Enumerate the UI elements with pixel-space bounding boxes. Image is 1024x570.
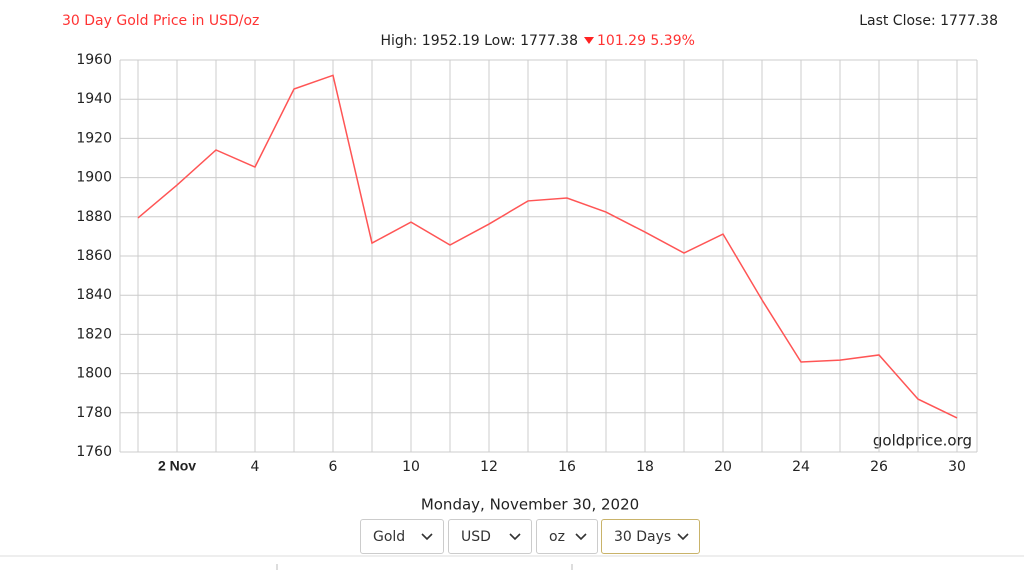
y-tick-label: 1840 bbox=[76, 287, 112, 303]
x-tick-label: 4 bbox=[251, 459, 260, 475]
x-tick-label: 26 bbox=[870, 459, 888, 475]
high-low: High: 1952.19 Low: 1777.38 bbox=[380, 33, 578, 49]
chevron bbox=[509, 532, 521, 540]
x-tick-label: 12 bbox=[480, 459, 498, 475]
metal-label: Gold bbox=[373, 528, 406, 545]
period-select[interactable]: 30 Days bbox=[601, 519, 700, 554]
period-label: 30 Days bbox=[614, 528, 672, 545]
y-tick-label: 1940 bbox=[76, 91, 112, 107]
x-tick-label: 20 bbox=[714, 459, 732, 475]
y-tick-label: 1820 bbox=[76, 326, 112, 342]
x-tick-label: 10 bbox=[402, 459, 420, 475]
y-tick-label: 1880 bbox=[76, 209, 112, 225]
x-tick-label: 18 bbox=[636, 459, 654, 475]
currency-select[interactable]: USD bbox=[448, 519, 532, 554]
unit-select[interactable]: oz bbox=[536, 519, 598, 554]
chevron bbox=[677, 532, 689, 540]
y-tick-label: 1900 bbox=[76, 170, 112, 186]
date: Monday, November 30, 2020 bbox=[421, 496, 639, 514]
chart-title: 30 Day Gold Price in USD/oz bbox=[62, 13, 259, 29]
y-tick-label: 1760 bbox=[76, 444, 112, 460]
metal-select[interactable]: Gold bbox=[360, 519, 444, 554]
watermark: goldprice.org bbox=[873, 432, 972, 450]
y-tick-label: 1960 bbox=[76, 52, 112, 68]
x-tick-label: 6 bbox=[329, 459, 338, 475]
unit-label: oz bbox=[549, 528, 565, 545]
x-tick-label: 2 Nov bbox=[158, 458, 196, 474]
chevron bbox=[421, 532, 433, 540]
down-arrow bbox=[584, 37, 594, 44]
currency-label: USD bbox=[461, 528, 491, 545]
price-line bbox=[137, 74, 958, 419]
y-tick-label: 1800 bbox=[76, 366, 112, 382]
y-tick-label: 1920 bbox=[76, 130, 112, 146]
y-tick-label: 1860 bbox=[76, 248, 112, 264]
last-close: Last Close: 1777.38 bbox=[859, 13, 998, 29]
y-tick-label: 1780 bbox=[76, 405, 112, 421]
chevron bbox=[575, 532, 587, 540]
x-tick-label: 30 bbox=[948, 459, 966, 475]
x-tick-label: 24 bbox=[792, 459, 810, 475]
x-tick-label: 16 bbox=[558, 459, 576, 475]
change: 101.29 5.39% bbox=[597, 33, 695, 49]
